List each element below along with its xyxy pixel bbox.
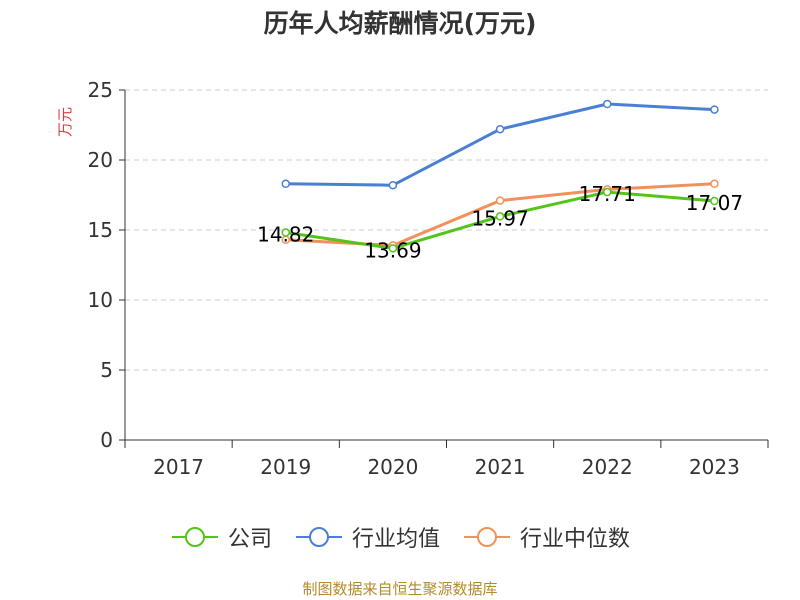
legend-item[interactable]: 行业均值 [294,521,440,553]
y-axis-label: 万元 [56,107,74,137]
data-point [495,212,505,221]
legend-item[interactable]: 公司 [170,521,272,553]
legend-line-icon [295,527,342,547]
x-tick-label: 2020 [367,455,418,479]
legend-label: 行业均值 [351,527,440,552]
data-point [388,180,398,190]
data-point [710,105,719,114]
data-label: 15.97 [471,206,528,230]
legend-item[interactable]: 行业中位数 [462,521,630,553]
x-tick-label: 2023 [689,455,740,479]
legend-label: 公司 [227,527,272,552]
source-note: 制图数据来自恒生聚源数据库 [302,580,498,598]
x-tick-label: 2017 [153,455,204,479]
y-tick-label: 25 [88,78,113,102]
data-point [281,228,290,237]
data-label: 13.69 [364,238,421,262]
data-label: 17.71 [579,182,636,206]
data-point [603,99,612,109]
data-point [281,179,290,189]
legend-line-icon [171,527,218,547]
data-label: 17.07 [686,191,743,215]
series-line [285,102,715,187]
data-point [710,196,719,206]
data-point [710,179,719,189]
data-point [495,124,505,134]
y-tick-label: 0 [100,428,113,452]
y-tick-label: 15 [88,218,113,242]
grid-lines [125,89,768,371]
y-tick-label: 5 [100,358,113,382]
legend: 公司 行业均值 行业中位数 [0,520,800,554]
data-point [388,244,398,253]
legend-label: 行业中位数 [520,527,631,552]
x-tick-label: 2022 [582,455,633,479]
data-label: 14.82 [257,223,314,247]
series-lines [281,99,719,253]
data-point [603,187,612,197]
axes: 0 5 10 15 20 25 2017 2019 2020 2021 2022 2023 [88,78,769,479]
chart-title: 历年人均薪酬情况(万元) [263,9,537,38]
x-tick-label: 2019 [260,455,311,479]
y-tick-label: 20 [88,148,113,172]
legend-line-icon [464,527,510,547]
y-tick-label: 10 [88,288,113,312]
data-point [495,196,505,205]
data-labels: 14.82 13.69 15.97 17.71 17.07 [257,182,743,262]
x-tick-label: 2021 [475,455,526,479]
